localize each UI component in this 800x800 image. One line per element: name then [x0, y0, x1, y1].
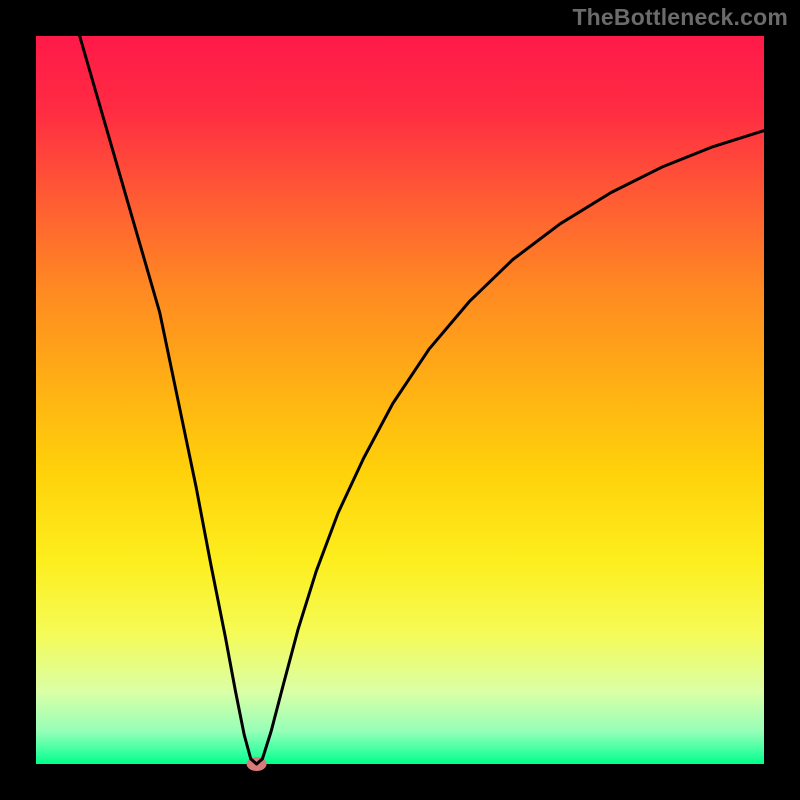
chart-container: { "watermark": "TheBottleneck.com", "cha… [0, 0, 800, 800]
bottleneck-chart [0, 0, 800, 800]
plot-background-gradient [36, 36, 764, 764]
watermark-text: TheBottleneck.com [572, 4, 788, 31]
